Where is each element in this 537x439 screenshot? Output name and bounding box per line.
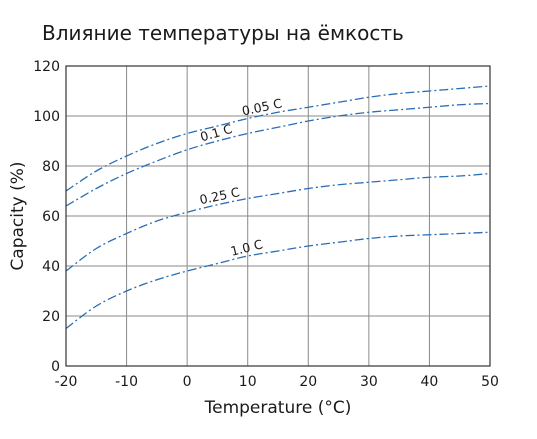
chart-title: Влияние температуры на ёмкость bbox=[42, 21, 404, 45]
series-line-0-1-c bbox=[65, 102, 491, 207]
x-tick-label: 40 bbox=[421, 374, 439, 390]
series-line-0-05-c bbox=[65, 85, 491, 192]
x-tick-label: -10 bbox=[115, 374, 138, 390]
y-tick-label: 40 bbox=[42, 259, 60, 275]
x-tick-label: 30 bbox=[360, 374, 378, 390]
grid bbox=[66, 66, 490, 366]
y-tick-label: 120 bbox=[33, 59, 60, 75]
y-axis-label: Capacity (%) bbox=[8, 161, 28, 270]
tick-labels: -20 -10 0 10 20 30 40 50 0 20 40 60 80 100 120 bbox=[33, 59, 499, 390]
y-tick-label: 100 bbox=[33, 109, 60, 125]
x-tick-label: -20 bbox=[55, 374, 78, 390]
plot-frame bbox=[65, 65, 491, 367]
x-tick-label: 0 bbox=[183, 374, 192, 390]
series-label: 0.25 C bbox=[198, 184, 241, 207]
series-line-1-0-c bbox=[65, 231, 491, 330]
series-lines bbox=[65, 85, 491, 330]
y-tick-label: 0 bbox=[51, 359, 60, 375]
x-tick-label: 10 bbox=[239, 374, 257, 390]
y-tick-label: 60 bbox=[42, 209, 60, 225]
x-tick-label: 50 bbox=[481, 374, 499, 390]
series-label: 1.0 C bbox=[229, 236, 264, 258]
series-line-0-25-c bbox=[65, 172, 491, 272]
series-label: 0.1 C bbox=[198, 121, 234, 145]
x-axis-label: Temperature (°C) bbox=[204, 398, 352, 418]
y-tick-label: 20 bbox=[42, 309, 60, 325]
y-tick-label: 80 bbox=[42, 159, 60, 175]
x-tick-label: 20 bbox=[299, 374, 317, 390]
